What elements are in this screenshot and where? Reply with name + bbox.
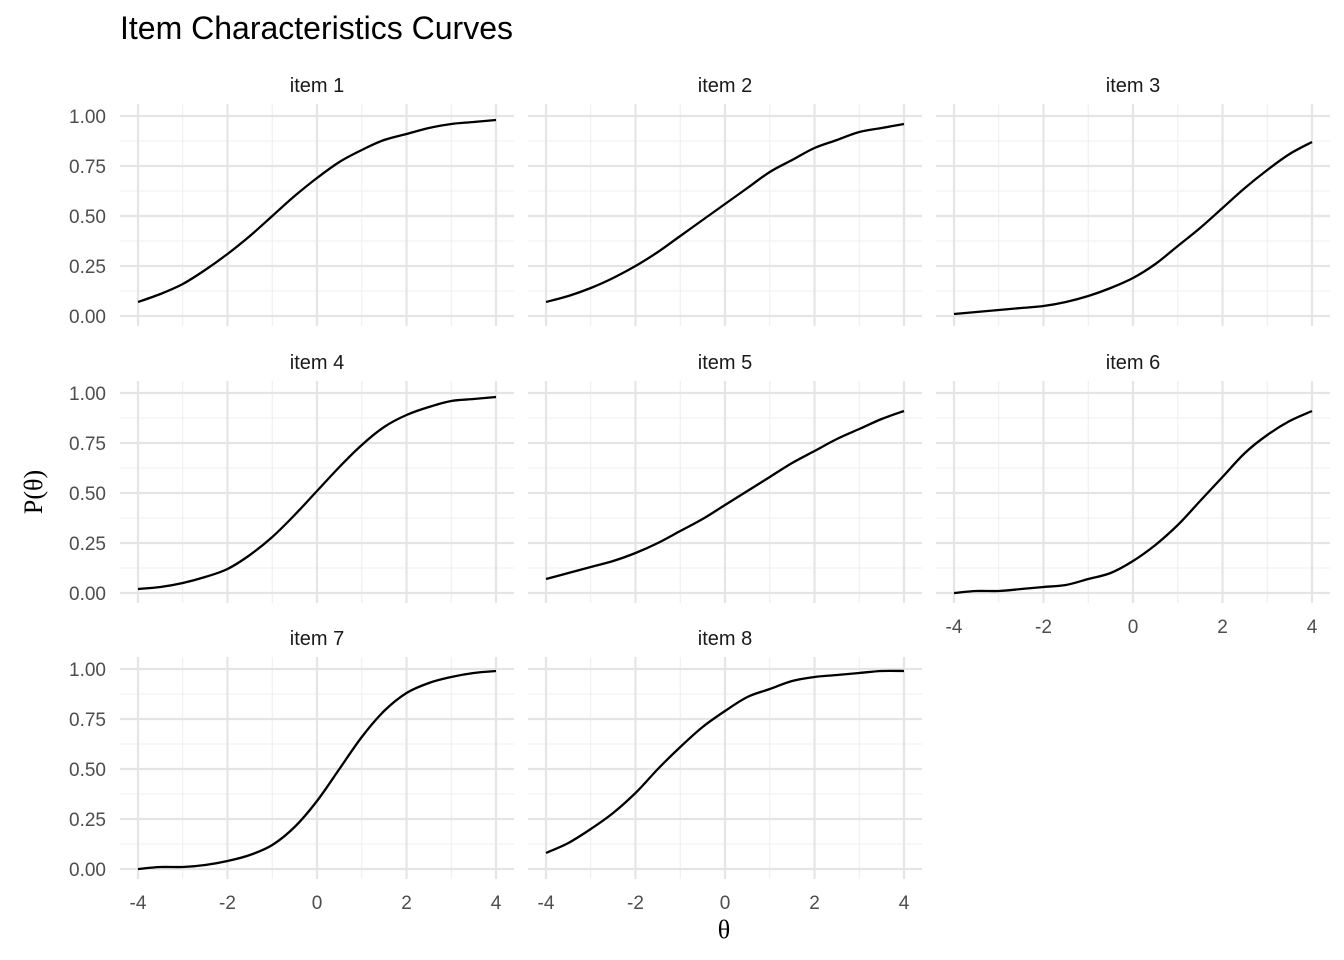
panel-strip-label: item 8 — [698, 628, 752, 650]
y-axis-title: P(θ) — [19, 470, 48, 514]
x-tick-label: -2 — [1035, 617, 1052, 638]
icc-curve-item-6 — [953, 409, 1313, 595]
x-tick-label: 2 — [401, 893, 412, 914]
panel-1: item 1 0.00 0.25 0.50 0.75 1.00 — [69, 75, 514, 328]
x-tick-label: 0 — [312, 893, 323, 914]
y-tick-label: 0.25 — [69, 257, 106, 278]
panel-strip-label: item 6 — [1106, 352, 1160, 374]
x-tick-label: 4 — [491, 893, 502, 914]
panel-strip-label: item 7 — [290, 628, 344, 650]
y-tick-label: 0.75 — [69, 434, 106, 455]
panel-8: item 8 -4 -2 0 2 4 — [528, 628, 922, 914]
x-tick-label: -2 — [627, 893, 644, 914]
icc-curve-item-1 — [137, 118, 497, 304]
y-tick-label: 1.00 — [69, 660, 106, 681]
panel-strip-label: item 1 — [290, 75, 344, 97]
facet-panels: item 1 0.00 0.25 0.50 0.75 1.00 item 2 item 3 it… — [69, 75, 1330, 914]
panel-4: item 4 0.00 0.25 0.50 0.75 1.00 — [69, 352, 514, 605]
icc-curve-item-7 — [137, 669, 497, 871]
y-tick-label: 0.50 — [69, 484, 106, 505]
panel-strip-label: item 5 — [698, 352, 752, 374]
x-tick-label: -2 — [219, 893, 236, 914]
panel-strip-label: item 3 — [1106, 75, 1160, 97]
panel-2: item 2 — [528, 75, 922, 326]
x-tick-label: -4 — [946, 617, 963, 638]
x-tick-label: 4 — [1307, 617, 1318, 638]
icc-curve-item-4 — [137, 395, 497, 591]
y-tick-label: 0.50 — [69, 207, 106, 228]
x-tick-label: 0 — [720, 893, 731, 914]
icc-curve-item-8 — [545, 669, 905, 855]
x-tick-label: 0 — [1128, 617, 1139, 638]
panel-3: item 3 — [936, 75, 1330, 326]
y-tick-label: 0.25 — [69, 534, 106, 555]
x-tick-label: -4 — [130, 893, 147, 914]
y-tick-label: 0.25 — [69, 810, 106, 831]
y-tick-label: 0.75 — [69, 710, 106, 731]
y-tick-label: 0.00 — [69, 307, 106, 328]
y-tick-label: 1.00 — [69, 107, 106, 128]
x-tick-label: -4 — [538, 893, 555, 914]
y-tick-label: 0.00 — [69, 860, 106, 881]
x-tick-label: 2 — [1217, 617, 1228, 638]
panel-strip-label: item 4 — [290, 352, 344, 374]
y-tick-label: 1.00 — [69, 384, 106, 405]
x-tick-label: 4 — [899, 893, 910, 914]
panel-strip-label: item 2 — [698, 75, 752, 97]
chart-title: Item Characteristics Curves — [120, 10, 513, 46]
icc-curve-item-3 — [953, 140, 1313, 316]
panel-6: item 6 -4 -2 0 2 4 — [936, 352, 1330, 638]
x-tick-label: 2 — [809, 893, 820, 914]
y-tick-label: 0.00 — [69, 584, 106, 605]
icc-curve-item-2 — [545, 122, 905, 304]
icc-curve-item-5 — [545, 409, 905, 581]
y-tick-label: 0.75 — [69, 157, 106, 178]
panel-5: item 5 — [528, 352, 922, 603]
y-tick-label: 0.50 — [69, 760, 106, 781]
panel-7: item 7 0.00 0.25 0.50 0.75 1.00 -4 -2 0 2 4 — [69, 628, 514, 914]
x-axis-title: θ — [718, 915, 730, 944]
